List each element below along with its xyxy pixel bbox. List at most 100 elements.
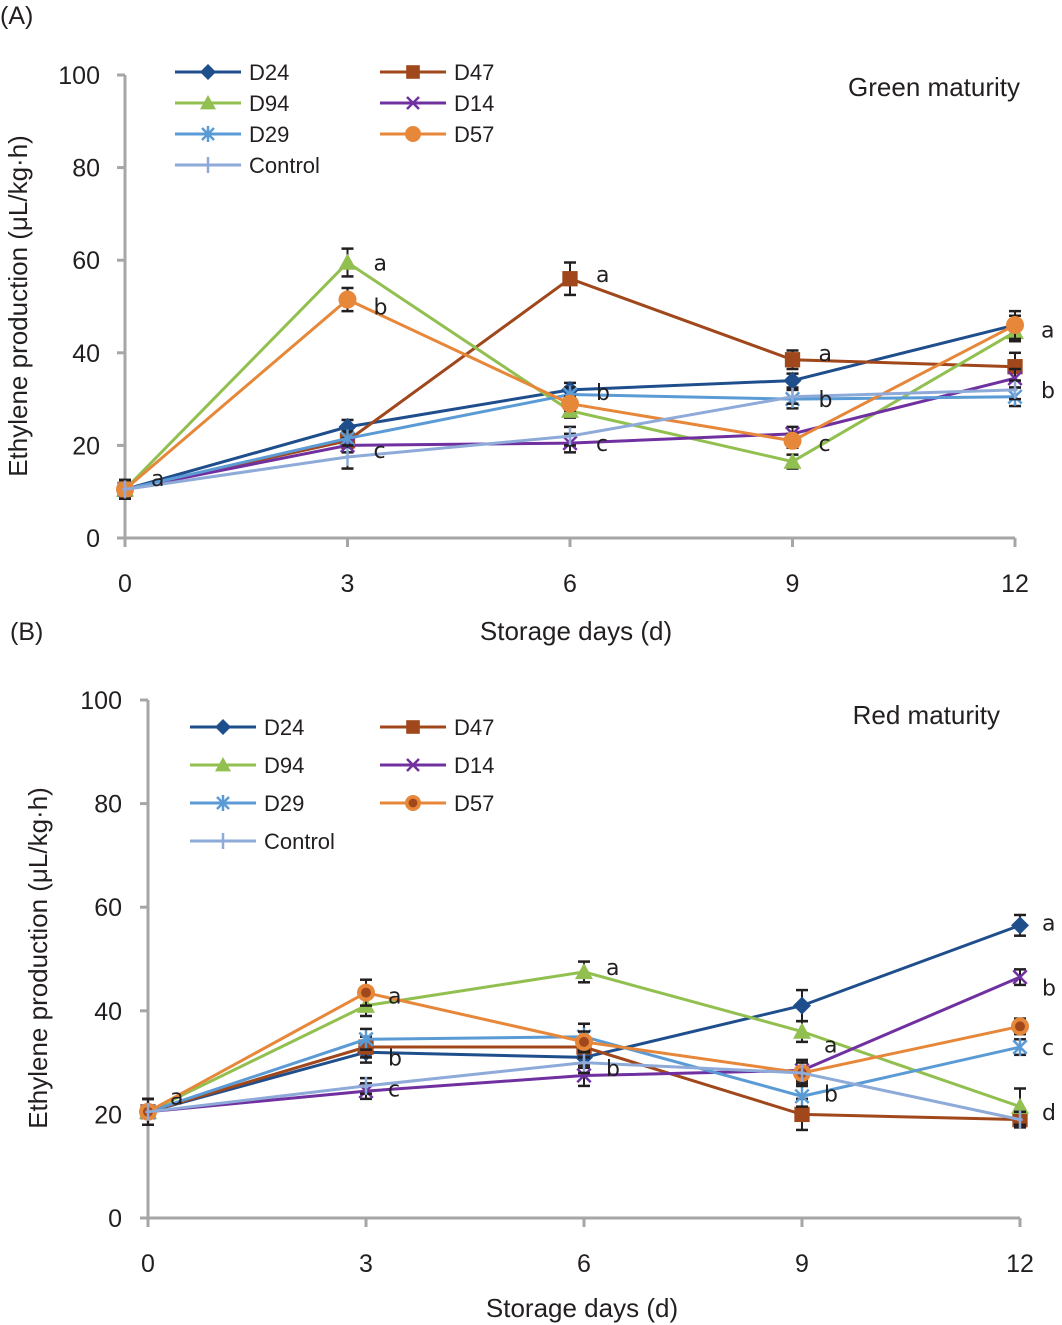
- significance-letter: c: [819, 432, 831, 457]
- legend-item-d14: D14: [380, 753, 494, 778]
- data-point: [783, 371, 802, 390]
- y-tick-label: 40: [72, 340, 100, 368]
- data-point: [783, 431, 802, 450]
- data-point: [1007, 370, 1023, 386]
- legend-b: D24 D47 D94 D14 D29 D57 Control: [190, 715, 494, 854]
- legend-marker-icon: [406, 758, 420, 772]
- significance-letter: b: [374, 296, 388, 321]
- significance-letter: a: [388, 984, 401, 1009]
- significance-letter: b: [596, 381, 610, 406]
- legend-item-d29: D29: [175, 122, 289, 147]
- y-tick-label: 20: [94, 1101, 122, 1129]
- y-tick-label: 0: [108, 1205, 122, 1233]
- significance-letter: a: [151, 467, 164, 492]
- legend-marker-icon: [406, 96, 420, 110]
- y-tick-label: 0: [86, 525, 100, 553]
- data-point: [1011, 1097, 1029, 1114]
- y-axis-title-a: Ethylene production (μL/kg·h): [3, 135, 33, 477]
- y-tick-label: 100: [58, 62, 100, 90]
- legend-marker-icon: [200, 95, 216, 110]
- significance-letter: a: [824, 1033, 837, 1058]
- legend-marker-icon: [405, 795, 421, 811]
- data-point: [793, 996, 811, 1015]
- y-axis-title-b: Ethylene production (μL/kg·h): [23, 787, 53, 1129]
- y-tick-label: 40: [94, 998, 122, 1026]
- series-layer-b: [139, 913, 1029, 1132]
- legend-marker-icon: [215, 719, 231, 735]
- x-tick-label: 12: [1001, 570, 1029, 598]
- x-tick-label: 0: [141, 1250, 155, 1278]
- data-point: [789, 387, 796, 406]
- legend-label: D57: [454, 791, 494, 816]
- legend-item-control: Control: [190, 829, 335, 854]
- panel-b-red-maturity: (B) Red maturity Storage days (d) Ethyle…: [10, 618, 1056, 1323]
- series-d29: [117, 385, 1023, 500]
- significance-letter: b: [388, 1046, 402, 1071]
- legend-item-d94: D94: [190, 753, 304, 778]
- data-point: [122, 480, 128, 499]
- significance-letter: b: [606, 1057, 620, 1082]
- data-point: [784, 352, 801, 368]
- data-point: [363, 1076, 369, 1095]
- significance-letter: a: [374, 252, 387, 277]
- legend-label: D29: [249, 122, 289, 147]
- significance-letter: c: [374, 439, 386, 464]
- legend-label: D47: [454, 60, 494, 85]
- legend-item-d24: D24: [190, 715, 304, 740]
- data-point: [145, 1102, 151, 1121]
- legend-label: D94: [249, 91, 289, 116]
- data-point: [1012, 969, 1028, 985]
- significance-letter: b: [819, 388, 833, 413]
- data-point: [358, 1030, 374, 1049]
- significance-letter: a: [1042, 912, 1055, 937]
- legend-marker-icon: [216, 795, 230, 811]
- series-layer-a: [116, 247, 1024, 500]
- significance-letter: b: [1042, 976, 1056, 1001]
- legend-item-d14: D14: [380, 91, 494, 116]
- x-tick-label: 0: [118, 570, 132, 598]
- legend-label: Control: [264, 829, 335, 854]
- legend-marker-icon: [405, 126, 421, 142]
- data-point: [793, 1022, 811, 1039]
- x-axis-title-a: Storage days (d): [480, 616, 672, 646]
- data-point: [1007, 359, 1023, 375]
- legend-label: D29: [264, 791, 304, 816]
- x-tick-label: 3: [341, 570, 355, 598]
- y-tick-label: 60: [94, 894, 122, 922]
- legend-marker-icon: [201, 126, 215, 142]
- x-tick-label: 6: [577, 1250, 591, 1278]
- axes-a: 0 20 40 60 80 100 0 3 6 9 12: [58, 62, 1029, 598]
- significance-letter: c: [388, 1078, 400, 1103]
- legend-item-d47: D47: [380, 60, 494, 85]
- y-tick-label: 80: [72, 155, 100, 183]
- chart-title-b: Red maturity: [853, 700, 1000, 730]
- legend-label: D47: [454, 715, 494, 740]
- significance-letter: a: [606, 956, 619, 981]
- y-tick-label: 60: [72, 247, 100, 275]
- series-control: [142, 1050, 1026, 1129]
- legend-label: D24: [264, 715, 304, 740]
- legend-marker-icon: [220, 833, 226, 849]
- significance-letter: d: [1042, 1101, 1056, 1126]
- x-axis-title-b: Storage days (d): [486, 1293, 678, 1323]
- panel-label-a: (A): [0, 2, 33, 30]
- legend-label: D94: [264, 753, 304, 778]
- data-point: [783, 452, 802, 469]
- series-control: [119, 379, 1021, 500]
- data-point: [1006, 316, 1024, 335]
- legend-item-d24: D24: [175, 60, 289, 85]
- data-point: [338, 253, 357, 270]
- chart-title-a: Green maturity: [848, 72, 1020, 102]
- legend-marker-icon: [215, 757, 231, 772]
- data-point: [338, 290, 357, 309]
- x-tick-label: 3: [359, 1250, 373, 1278]
- data-point: [562, 271, 578, 287]
- data-point: [794, 1106, 810, 1123]
- data-point: [581, 1053, 587, 1072]
- data-point: [1011, 916, 1029, 935]
- data-point: [1012, 1038, 1028, 1057]
- significance-letter: a: [819, 342, 832, 367]
